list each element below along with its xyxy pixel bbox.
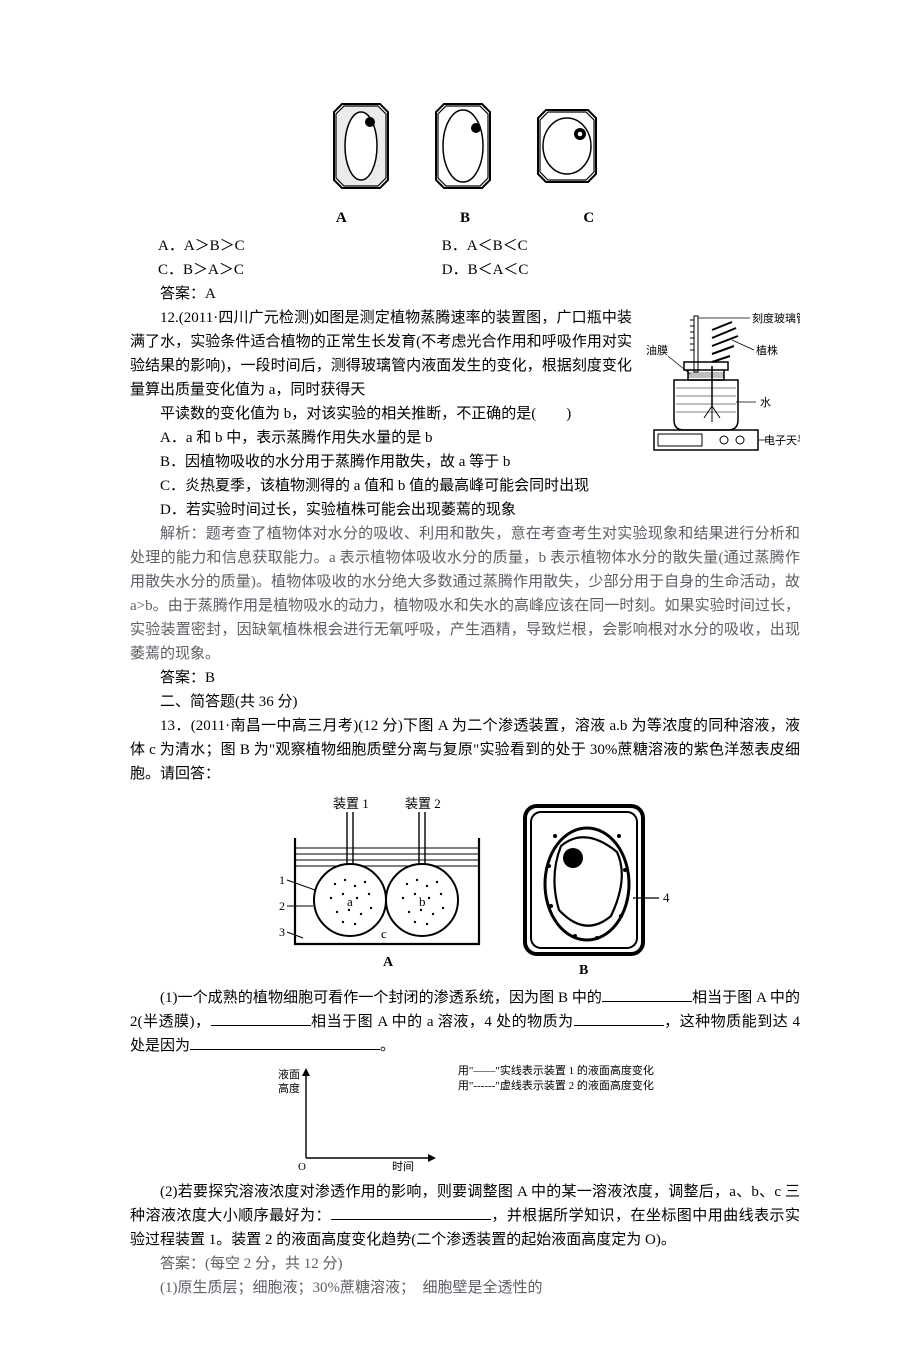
svg-text:A: A (383, 955, 394, 970)
svg-text:B: B (579, 963, 588, 974)
blank-2 (211, 1010, 311, 1026)
q13-p1: (1)一个成熟的植物细胞可看作一个封闭的渗透系统，因为图 B 中的相当于图 A … (130, 986, 800, 1058)
q11-opt-d: D．B＜A＜C (442, 258, 722, 282)
q12-opt-d: D．若实验时间过长，实验植株可能会出现萎蔫的现象 (160, 498, 800, 522)
svg-text:O: O (298, 1161, 306, 1173)
svg-text:b: b (419, 894, 426, 909)
svg-text:a: a (347, 894, 353, 909)
q11-label-c: C (529, 206, 649, 230)
svg-text:2: 2 (279, 899, 285, 913)
svg-text:1: 1 (279, 873, 285, 887)
blank-1 (602, 986, 692, 1002)
q12-analysis: 解析：题考查了植物体对水分的吸收、利用和散失，意在考查考生对实验现象和结果进行分… (130, 522, 800, 666)
label-tube: 刻度玻璃管 (752, 311, 800, 325)
q13-chart-legend: 用"——"实线表示装置 1 的液面高度变化 用"------"虚线表示装置 2 … (458, 1064, 654, 1094)
section-2-heading: 二、简答题(共 36 分) (130, 690, 800, 714)
label-oil: 油膜 (646, 343, 668, 357)
q11-opt-a: A．A＞B＞C (158, 234, 438, 258)
q11-cell-labels: A B C (130, 206, 800, 230)
q11-opt-b: B．A＜B＜C (442, 234, 722, 258)
blank-5 (331, 1204, 491, 1220)
label-plant: 植株 (756, 343, 778, 357)
blank-3 (574, 1010, 664, 1026)
q13-figure: 装置 1 装置 2 a (130, 794, 800, 982)
q12-answer: 答案：B (130, 666, 800, 690)
label-balance: 电子天平 (764, 434, 800, 447)
svg-text:液面: 液面 (278, 1067, 300, 1081)
q11-answer: 答案：A (130, 282, 800, 306)
q12-opt-c: C．炎热夏季，该植物测得的 a 值和 b 值的最高峰可能会同时出现 (160, 474, 800, 498)
svg-text:时间: 时间 (392, 1160, 414, 1173)
svg-text:装置 2: 装置 2 (405, 796, 441, 811)
q13-answer-1: (1)原生质层；细胞液；30%蔗糖溶液； 细胞壁是全透性的 (130, 1276, 800, 1300)
svg-text:装置 1: 装置 1 (333, 796, 369, 811)
svg-text:3: 3 (279, 925, 285, 939)
q13-answer-label: 答案：(每空 2 分，共 12 分) (130, 1252, 800, 1276)
q11-label-a: A (281, 206, 401, 230)
q11-cell-figures (130, 100, 800, 200)
q13-chart: 液面 高度 O 时间 用"——"实线表示装置 1 的液面高度变化 用"-----… (130, 1064, 800, 1174)
q13-stem: 13．(2011·南昌一中高三月考)(12 分)下图 A 为二个渗透装置，溶液 … (130, 714, 800, 786)
q11-label-b: B (405, 206, 525, 230)
blank-4 (190, 1034, 380, 1050)
q11-opt-c: C．B＞A＞C (158, 258, 438, 282)
svg-text:高度: 高度 (278, 1081, 300, 1095)
svg-text:4: 4 (663, 890, 670, 905)
label-water: 水 (760, 396, 771, 409)
q13-p2: (2)若要探究溶液浓度对渗透作用的影响，则要调整图 A 中的某一溶液浓度，调整后… (130, 1180, 800, 1252)
svg-text:c: c (381, 926, 387, 941)
q12-apparatus-figure: 刻度玻璃管 油膜 植株 水 电子天平 (640, 310, 800, 460)
